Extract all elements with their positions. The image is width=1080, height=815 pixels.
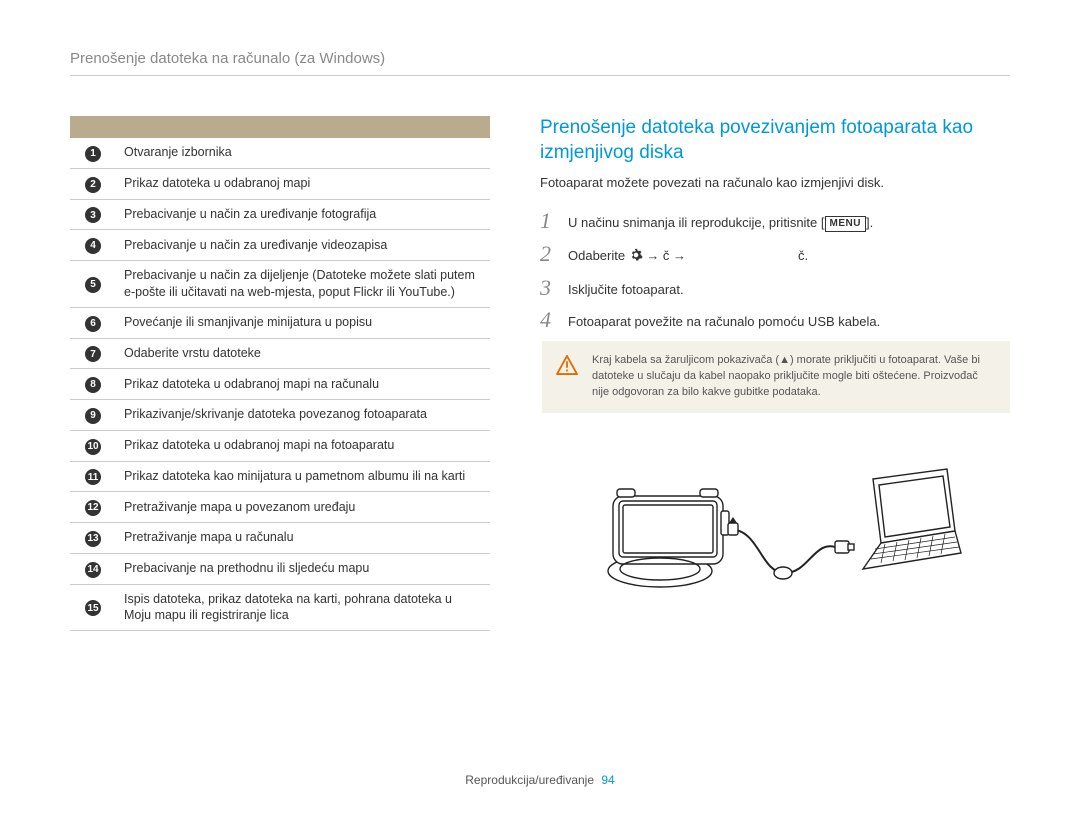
- step-text: U načinu snimanja ili reprodukcije, prit…: [568, 210, 873, 232]
- th-num: [70, 116, 120, 138]
- row-number-cell: 12: [70, 492, 120, 523]
- step-post: č.: [798, 248, 808, 263]
- step-pre: Odaberite: [568, 248, 629, 263]
- step-1: 1 U načinu snimanja ili reprodukcije, pr…: [540, 210, 1010, 232]
- warning-box: Kraj kabela sa žaruljicom pokazivača (▲)…: [542, 341, 1010, 413]
- circled-number-icon: 4: [85, 238, 101, 254]
- row-number-cell: 8: [70, 369, 120, 400]
- row-text: Prikaz datoteka kao minijatura u pametno…: [120, 461, 490, 492]
- circled-number-icon: 7: [85, 346, 101, 362]
- row-number-cell: 2: [70, 168, 120, 199]
- row-number-cell: 15: [70, 584, 120, 631]
- row-text: Prebacivanje u način za uređivanje video…: [120, 230, 490, 261]
- table-row: 6 Povećanje ili smanjivanje minijatura u …: [70, 307, 490, 338]
- step-3: 3 Isključite fotoaparat.: [540, 277, 1010, 299]
- row-number-cell: 1: [70, 138, 120, 168]
- step-list: 1 U načinu snimanja ili reprodukcije, pr…: [540, 210, 1010, 331]
- footer-label: Reprodukcija/uređivanje: [465, 773, 594, 787]
- row-number-cell: 11: [70, 461, 120, 492]
- circled-number-icon: 14: [85, 562, 101, 578]
- table-row: 5 Prebacivanje u način za dijeljenje (Dat…: [70, 261, 490, 308]
- step-text: Fotoaparat povežite na računalo pomoću U…: [568, 309, 880, 331]
- circled-number-icon: 6: [85, 316, 101, 332]
- warning-text: Kraj kabela sa žaruljicom pokazivača (▲)…: [592, 353, 996, 401]
- step-mid: → č →: [643, 248, 690, 263]
- page-header: Prenošenje datoteka na računalo (za Wind…: [70, 50, 1010, 76]
- circled-number-icon: 11: [85, 469, 101, 485]
- table-row: 2 Prikaz datoteka u odabranoj mapi: [70, 168, 490, 199]
- circled-number-icon: 15: [85, 600, 101, 616]
- step-2: 2 Odaberite → č → č.: [540, 243, 1010, 267]
- right-column: Prenošenje datoteka povezivanjem fotoapa…: [540, 116, 1010, 631]
- section-title: Prenošenje datoteka povezivanjem fotoapa…: [540, 116, 1010, 165]
- circled-number-icon: 10: [85, 439, 101, 455]
- table-row: 14 Prebacivanje na prethodnu ili sljedeću…: [70, 553, 490, 584]
- table-row: 7 Odaberite vrstu datoteke: [70, 338, 490, 369]
- step-number: 3: [540, 277, 554, 299]
- circled-number-icon: 2: [85, 177, 101, 193]
- footer: Reprodukcija/uređivanje 94: [0, 773, 1080, 787]
- row-text: Prebacivanje u način za uređivanje fotog…: [120, 199, 490, 230]
- row-text: Prikaz datoteka u odabranoj mapi na foto…: [120, 430, 490, 461]
- table-row: 13 Pretraživanje mapa u računalu: [70, 523, 490, 554]
- step-number: 4: [540, 309, 554, 331]
- table-row: 3 Prebacivanje u način za uređivanje foto…: [70, 199, 490, 230]
- row-text: Prikaz datoteka u odabranoj mapi na raču…: [120, 369, 490, 400]
- step-number: 1: [540, 210, 554, 232]
- row-text: Prikaz datoteka u odabranoj mapi: [120, 168, 490, 199]
- row-number-cell: 7: [70, 338, 120, 369]
- step-text: Odaberite → č → č.: [568, 243, 808, 267]
- gear-icon: [629, 248, 643, 267]
- step-number: 2: [540, 243, 554, 265]
- row-text: Pretraživanje mapa u računalu: [120, 523, 490, 554]
- row-text: Ispis datoteka, prikaz datoteka na karti…: [120, 584, 490, 631]
- row-number-cell: 6: [70, 307, 120, 338]
- th-desc: [120, 116, 490, 138]
- step-pre: U načinu snimanja ili reprodukcije, prit…: [568, 215, 825, 230]
- warning-icon: [556, 355, 578, 380]
- row-number-cell: 3: [70, 199, 120, 230]
- page-number: 94: [601, 773, 614, 787]
- row-text: Otvaranje izbornika: [120, 138, 490, 168]
- row-number-cell: 10: [70, 430, 120, 461]
- row-text: Prebacivanje u način za dijeljenje (Dato…: [120, 261, 490, 308]
- table-row: 4 Prebacivanje u način za uređivanje vide…: [70, 230, 490, 261]
- circled-number-icon: 3: [85, 207, 101, 223]
- circled-number-icon: 5: [85, 277, 101, 293]
- table-row: 1 Otvaranje izbornika: [70, 138, 490, 168]
- intro-text: Fotoaparat možete povezati na računalo k…: [540, 175, 1010, 190]
- step-text: Isključite fotoaparat.: [568, 277, 684, 299]
- circled-number-icon: 12: [85, 500, 101, 516]
- table-row: 8 Prikaz datoteka u odabranoj mapi na rač…: [70, 369, 490, 400]
- table-row: 15 Ispis datoteka, prikaz datoteka na kar…: [70, 584, 490, 631]
- circled-number-icon: 1: [85, 146, 101, 162]
- content: 1 Otvaranje izbornika 2 Prikaz datoteka u o…: [70, 116, 1010, 631]
- row-text: Prikazivanje/skrivanje datoteka povezano…: [120, 400, 490, 431]
- description-table: 1 Otvaranje izbornika 2 Prikaz datoteka u o…: [70, 116, 490, 631]
- circled-number-icon: 9: [85, 408, 101, 424]
- row-text: Odaberite vrstu datoteke: [120, 338, 490, 369]
- row-text: Pretraživanje mapa u povezanom uređaju: [120, 492, 490, 523]
- row-number-cell: 14: [70, 553, 120, 584]
- menu-icon: MENU: [825, 216, 866, 232]
- row-number-cell: 5: [70, 261, 120, 308]
- left-column: 1 Otvaranje izbornika 2 Prikaz datoteka u o…: [70, 116, 490, 631]
- table-row: 12 Pretraživanje mapa u povezanom uređaju: [70, 492, 490, 523]
- row-text: Povećanje ili smanjivanje minijatura u p…: [120, 307, 490, 338]
- table-row: 10 Prikaz datoteka u odabranoj mapi na fo…: [70, 430, 490, 461]
- row-number-cell: 13: [70, 523, 120, 554]
- step-post: ].: [866, 215, 873, 230]
- table-row: 9 Prikazivanje/skrivanje datoteka povezan…: [70, 400, 490, 431]
- row-text: Prebacivanje na prethodnu ili sljedeću m…: [120, 553, 490, 584]
- illustration: [540, 441, 1010, 606]
- table-row: 11 Prikaz datoteka kao minijatura u pamet…: [70, 461, 490, 492]
- circled-number-icon: 8: [85, 377, 101, 393]
- circled-number-icon: 13: [85, 531, 101, 547]
- row-number-cell: 4: [70, 230, 120, 261]
- step-4: 4 Fotoaparat povežite na računalo pomoću…: [540, 309, 1010, 331]
- row-number-cell: 9: [70, 400, 120, 431]
